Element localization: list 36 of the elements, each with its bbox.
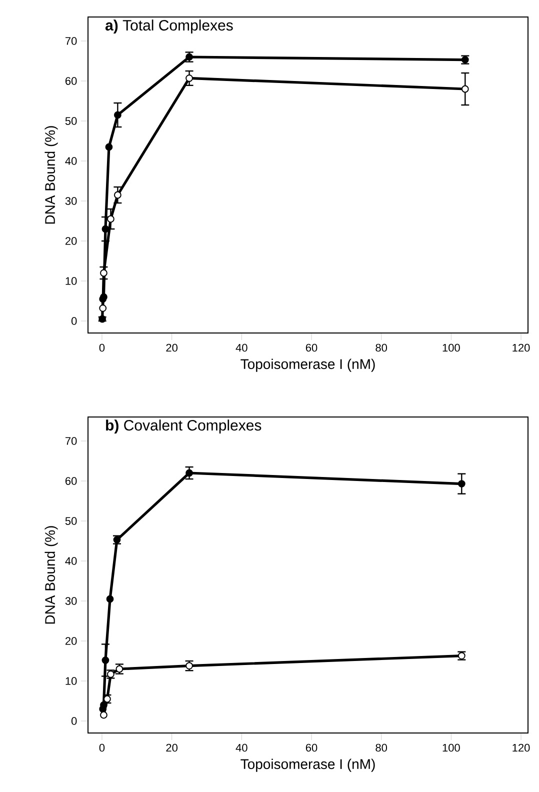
y-tick-label: 70 xyxy=(65,437,77,445)
x-tick-label: 40 xyxy=(236,744,248,752)
y-tick-label: 50 xyxy=(65,117,77,125)
y-tick-label: 0 xyxy=(71,317,77,325)
y-tick-label: 20 xyxy=(65,237,77,245)
y-tick-label: 10 xyxy=(66,677,77,685)
y-tick-label: 60 xyxy=(65,77,77,85)
y-axis-title: DNA Bound (%) xyxy=(44,126,58,224)
x-tick-label: 120 xyxy=(512,744,530,752)
x-tick-label: 60 xyxy=(306,344,318,352)
y-tick-label: 30 xyxy=(65,197,77,205)
x-tick-label: 0 xyxy=(99,744,105,752)
x-tick-label: 100 xyxy=(442,744,460,752)
x-tick-label: 60 xyxy=(306,744,318,752)
x-axis-title: Topoisomerase I (nM) xyxy=(240,758,375,772)
y-tick-label: 30 xyxy=(65,597,77,605)
y-tick-label: 50 xyxy=(65,517,77,525)
x-tick-label: 120 xyxy=(512,344,530,352)
x-tick-label: 80 xyxy=(376,344,388,352)
x-tick-label: 40 xyxy=(236,344,248,352)
y-axis-title: DNA Bound (%) xyxy=(44,526,58,624)
chart-title: b) Covalent Complexes xyxy=(106,420,262,434)
y-tick-label: 0 xyxy=(71,717,77,725)
y-tick-label: 20 xyxy=(65,637,77,645)
x-tick-label: 100 xyxy=(442,344,460,352)
x-tick-label: 0 xyxy=(99,344,105,352)
x-tick-label: 80 xyxy=(376,744,388,752)
y-tick-label: 70 xyxy=(65,37,77,45)
chart-title: a) Total Complexes xyxy=(105,20,233,34)
x-tick-label: 20 xyxy=(166,344,178,352)
x-axis-title: Topoisomerase I (nM) xyxy=(240,358,375,372)
x-tick-label: 20 xyxy=(166,744,178,752)
y-tick-label: 10 xyxy=(66,277,77,285)
y-tick-label: 40 xyxy=(65,157,77,165)
y-tick-label: 40 xyxy=(65,557,77,565)
y-tick-label: 60 xyxy=(65,477,77,485)
